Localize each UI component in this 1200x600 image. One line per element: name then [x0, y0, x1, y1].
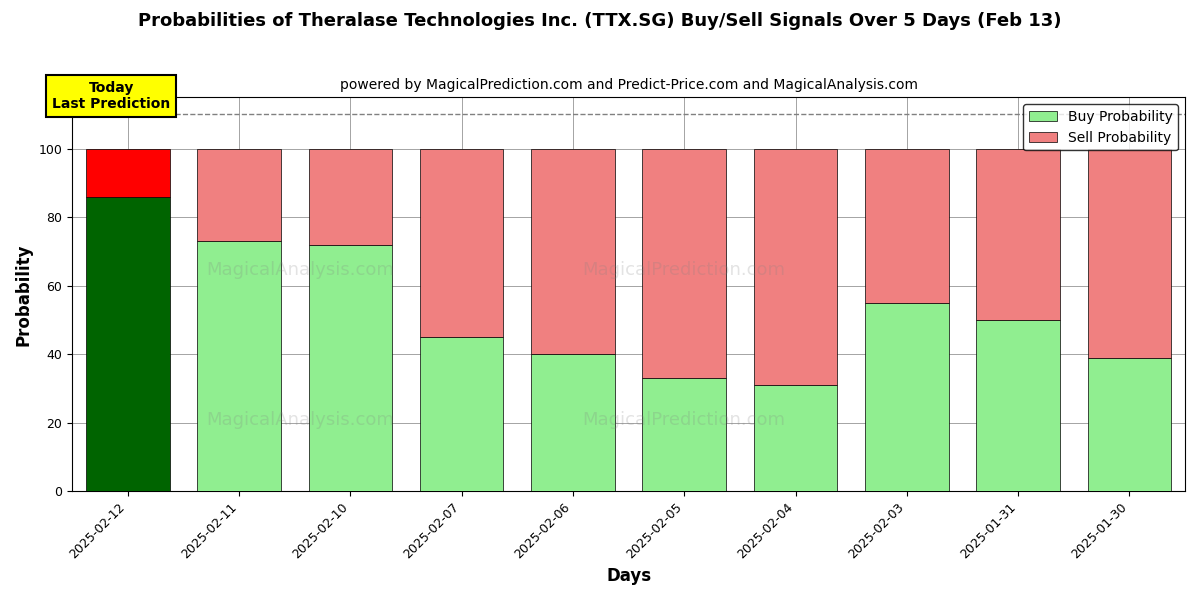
Bar	[754, 149, 838, 385]
Bar	[642, 378, 726, 491]
Text: MagicalPrediction.com: MagicalPrediction.com	[582, 411, 786, 429]
Text: MagicalAnalysis.com: MagicalAnalysis.com	[206, 261, 394, 279]
Text: Probabilities of Theralase Technologies Inc. (TTX.SG) Buy/Sell Signals Over 5 Da: Probabilities of Theralase Technologies …	[138, 12, 1062, 30]
Bar	[308, 245, 392, 491]
X-axis label: Days: Days	[606, 567, 652, 585]
Text: Today
Last Prediction: Today Last Prediction	[52, 81, 170, 111]
Bar	[642, 149, 726, 378]
Bar	[865, 303, 948, 491]
Bar	[197, 241, 281, 491]
Text: MagicalPrediction.com: MagicalPrediction.com	[582, 261, 786, 279]
Bar	[1087, 149, 1171, 358]
Bar	[977, 149, 1060, 320]
Legend: Buy Probability, Sell Probability: Buy Probability, Sell Probability	[1024, 104, 1178, 151]
Bar	[86, 197, 169, 491]
Y-axis label: Probability: Probability	[16, 243, 34, 346]
Text: MagicalAnalysis.com: MagicalAnalysis.com	[206, 411, 394, 429]
Bar	[308, 149, 392, 245]
Bar	[420, 337, 503, 491]
Bar	[420, 149, 503, 337]
Bar	[86, 149, 169, 197]
Bar	[977, 320, 1060, 491]
Bar	[1087, 358, 1171, 491]
Bar	[532, 149, 614, 354]
Bar	[754, 385, 838, 491]
Bar	[532, 354, 614, 491]
Bar	[197, 149, 281, 241]
Bar	[865, 149, 948, 303]
Title: powered by MagicalPrediction.com and Predict-Price.com and MagicalAnalysis.com: powered by MagicalPrediction.com and Pre…	[340, 78, 918, 92]
